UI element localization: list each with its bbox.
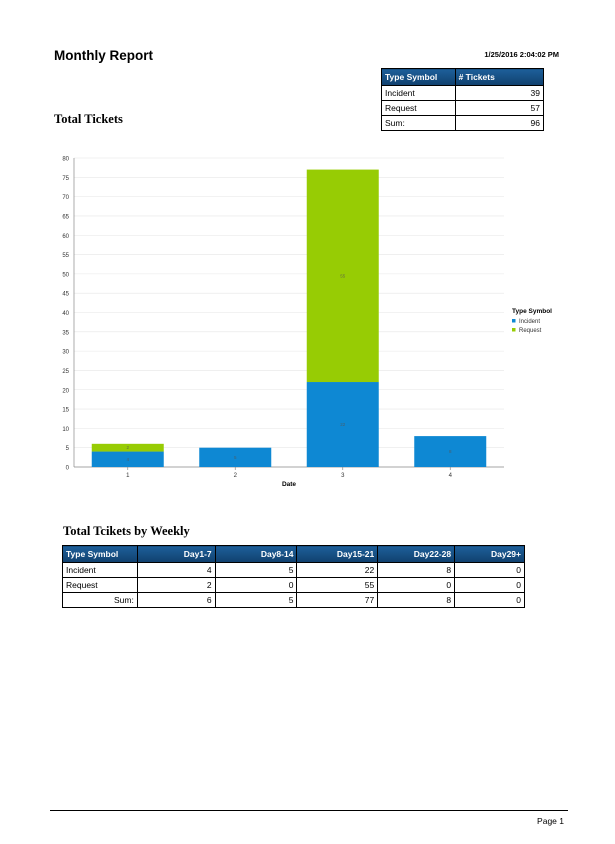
weekly-cell: 5: [214, 562, 298, 578]
weekly-header-type: Type Symbol: [62, 545, 138, 563]
table-row: Incident 4 5 22 8 0: [62, 562, 525, 578]
footer-divider: [50, 810, 568, 811]
report-timestamp: 1/25/2016 2:04:02 PM: [484, 50, 559, 59]
summary-header-row: Type Symbol # Tickets: [381, 68, 545, 86]
legend-entry: Request: [519, 328, 542, 334]
y-tick-label: 15: [62, 408, 69, 414]
weekly-cell: 0: [454, 592, 525, 608]
weekly-header-row: Type Symbol Day1-7 Day8-14 Day15-21 Day2…: [62, 545, 525, 563]
x-axis-title: Date: [282, 481, 296, 488]
summary-cell-label: Incident: [381, 85, 456, 101]
bar-incident: [306, 382, 379, 467]
x-tick-label: 2: [234, 473, 238, 479]
y-tick-label: 5: [66, 446, 70, 452]
data-label: 2: [126, 445, 129, 450]
y-tick-label: 35: [62, 330, 69, 336]
x-tick-label: 1: [126, 473, 130, 479]
bar-request: [306, 169, 379, 383]
weekly-cell: 2: [136, 577, 216, 593]
legend-swatch: [512, 328, 516, 332]
data-label: 5: [234, 455, 237, 460]
y-tick-label: 0: [66, 466, 70, 472]
y-tick-label: 40: [62, 311, 69, 317]
y-tick-label: 25: [62, 369, 69, 375]
legend-entry: Incident: [519, 319, 540, 325]
y-tick-label: 60: [62, 234, 69, 240]
stacked-bar-chart: 0510152025303540455055606570758042152225…: [62, 157, 552, 489]
report-title: Monthly Report: [54, 48, 153, 63]
section-title-weekly: Total Tcikets by Weekly: [63, 524, 190, 538]
weekly-cell: 4: [136, 562, 216, 578]
bar-incident: [91, 451, 164, 467]
y-tick-label: 45: [62, 292, 69, 298]
weekly-table: Type Symbol Day1-7 Day8-14 Day15-21 Day2…: [62, 545, 525, 608]
weekly-cell-label: Sum:: [62, 592, 138, 608]
weekly-cell: 8: [377, 592, 456, 608]
bar-incident: [199, 447, 272, 467]
y-tick-label: 80: [62, 157, 69, 163]
legend-swatch: [512, 319, 516, 323]
weekly-cell: 0: [454, 562, 525, 578]
weekly-header-day1-7: Day1-7: [136, 545, 216, 563]
weekly-cell: 8: [377, 562, 456, 578]
summary-cell-label: Sum:: [381, 115, 456, 131]
summary-header-type: Type Symbol: [381, 68, 456, 86]
x-tick-label: 4: [449, 473, 453, 479]
weekly-cell: 0: [377, 577, 456, 593]
weekly-cell: 0: [214, 577, 298, 593]
weekly-cell: 5: [214, 592, 298, 608]
weekly-header-day22-28: Day22-28: [377, 545, 456, 563]
summary-table: Type Symbol # Tickets Incident 39 Reques…: [381, 68, 545, 131]
data-label: 55: [340, 273, 346, 278]
table-row: Request 2 0 55 0 0: [62, 577, 525, 593]
table-row: Sum: 96: [381, 115, 545, 131]
y-tick-label: 30: [62, 350, 69, 356]
bar-request: [91, 443, 164, 452]
summary-cell-value: 57: [454, 100, 545, 116]
y-tick-label: 55: [62, 253, 69, 259]
weekly-header-day29-plus: Day29+: [454, 545, 525, 563]
table-row: Request 57: [381, 100, 545, 116]
y-tick-label: 65: [62, 214, 69, 220]
summary-cell-value: 39: [454, 85, 545, 101]
summary-header-tickets: # Tickets: [454, 68, 545, 86]
summary-cell-label: Request: [381, 100, 456, 116]
data-label: 22: [340, 422, 346, 427]
y-tick-label: 10: [62, 427, 69, 433]
weekly-cell: 22: [296, 562, 379, 578]
weekly-cell-label: Incident: [62, 562, 138, 578]
weekly-cell: 6: [136, 592, 216, 608]
section-title-total-tickets: Total Tickets: [54, 112, 123, 126]
summary-cell-value: 96: [454, 115, 545, 131]
weekly-header-day15-21: Day15-21: [296, 545, 379, 563]
page-number: Page 1: [537, 816, 564, 826]
y-tick-label: 75: [62, 176, 69, 182]
y-tick-label: 70: [62, 195, 69, 201]
weekly-header-day8-14: Day8-14: [214, 545, 298, 563]
data-label: 8: [449, 449, 452, 454]
y-tick-label: 50: [62, 272, 69, 278]
bar-incident: [414, 436, 487, 467]
table-row: Incident 39: [381, 85, 545, 101]
weekly-cell: 55: [296, 577, 379, 593]
table-row: Sum: 6 5 77 8 0: [62, 592, 525, 608]
weekly-cell-label: Request: [62, 577, 138, 593]
data-label: 4: [126, 457, 129, 462]
weekly-cell: 77: [296, 592, 379, 608]
legend-title: Type Symbol: [512, 308, 552, 315]
y-tick-label: 20: [62, 388, 69, 394]
weekly-cell: 0: [454, 577, 525, 593]
x-tick-label: 3: [341, 473, 345, 479]
